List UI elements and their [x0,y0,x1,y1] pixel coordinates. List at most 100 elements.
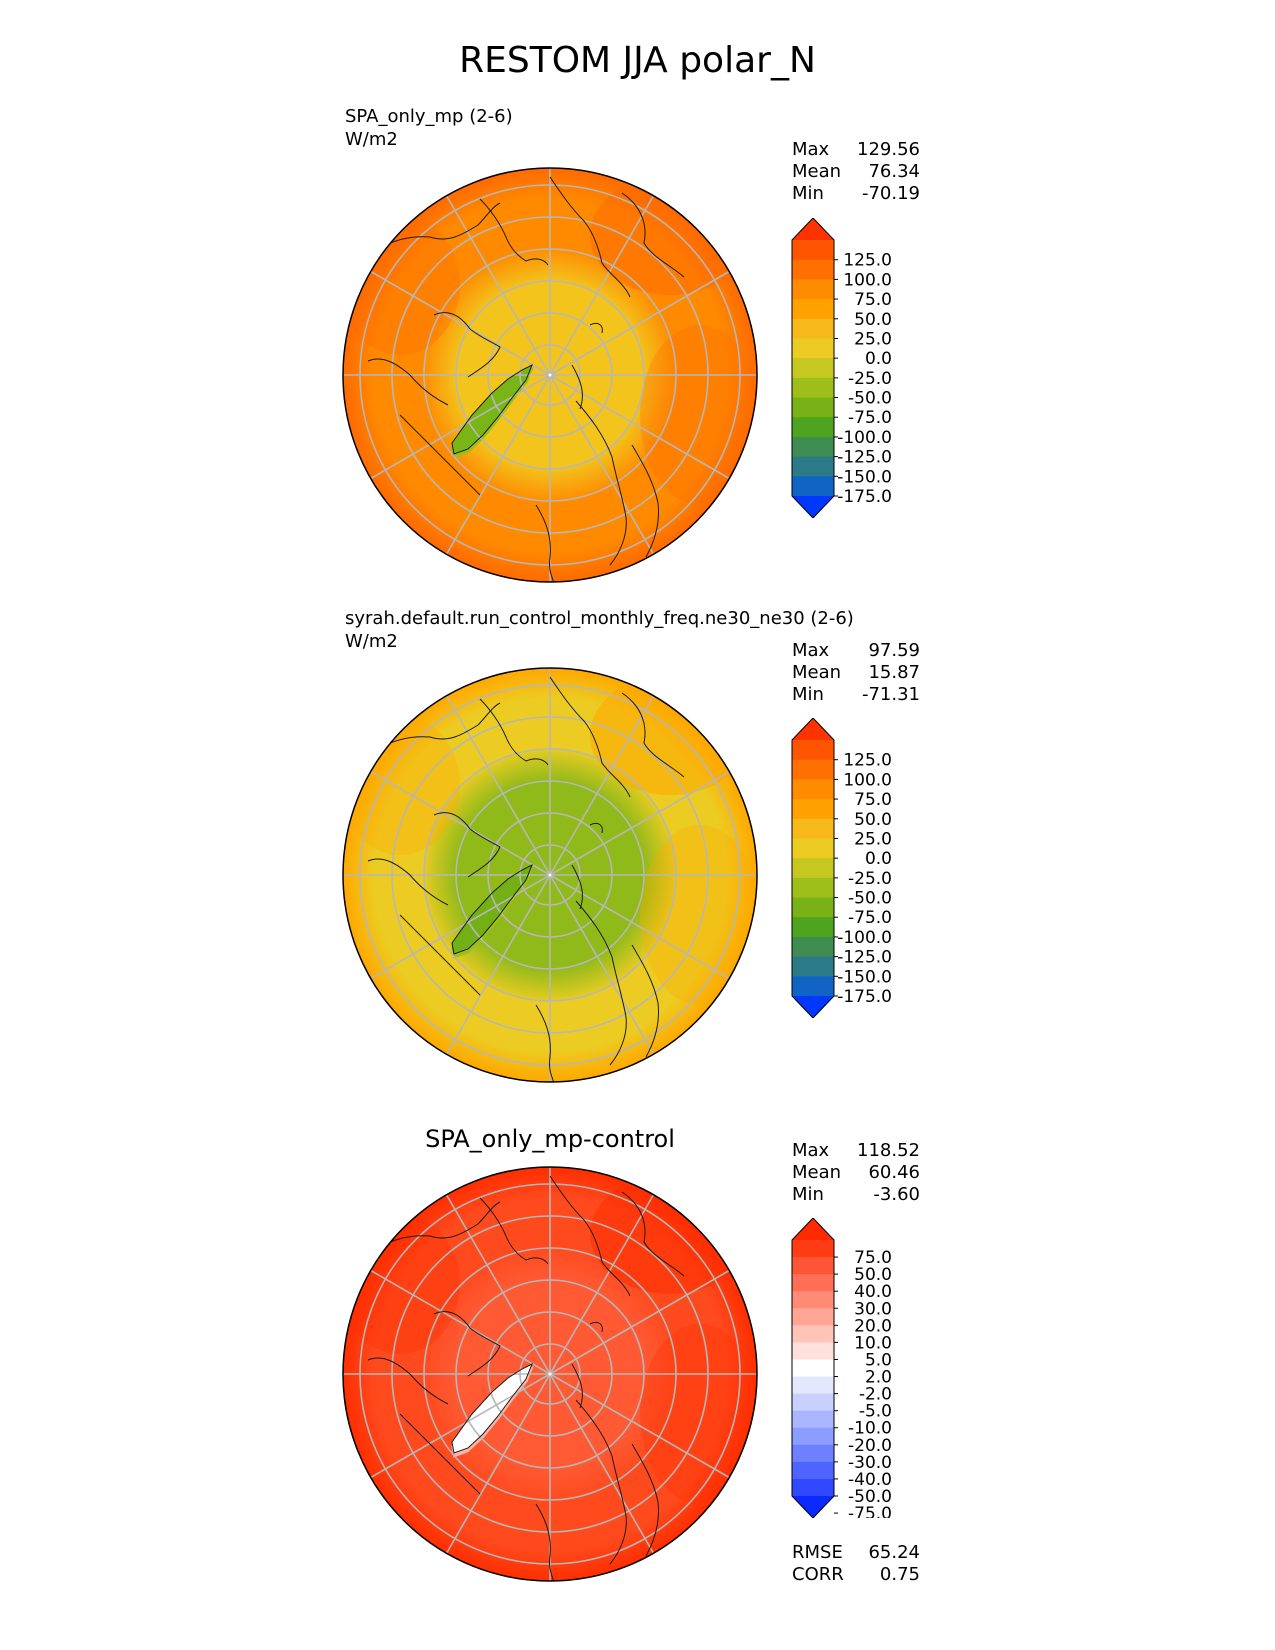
coastline [479,198,549,266]
coastline [631,944,659,1058]
panel-3-colorbar: 75.050.040.030.020.010.05.02.0-2.0-5.0-1… [791,1218,892,1518]
coastline [549,1175,631,1297]
panel-1-colorbar: 125.0100.075.050.025.00.0-25.0-50.0-75.0… [791,218,892,518]
meridian-line [549,1373,730,1479]
colorbar-segment [792,338,834,359]
colorbar-segment [792,417,834,438]
panel-1-name: SPA_only_mp (2-6) [345,106,513,127]
stat-min-value: -70.19 [861,183,920,204]
map-outline [342,667,758,1083]
coastline [589,322,603,334]
colorbar-tick-label: 0.0 [865,349,892,369]
greenland-coastline [451,863,533,955]
coastline [571,1363,583,1409]
colorbar-segment [792,799,834,820]
coastline [571,864,583,910]
colorbar-tick-label: -25.0 [848,369,892,389]
colorbar-tick-label: 125.0 [843,751,892,771]
coastline [589,1321,603,1333]
coastline [549,176,631,298]
coastline [433,1311,501,1377]
meridian-line [370,1269,551,1375]
stat-mean-label: Mean [792,1162,842,1183]
meridian-line [370,374,551,480]
meridian-line [445,374,551,555]
stat-max-value: 97.59 [868,640,920,661]
colorbar-segment [792,279,834,300]
colorbar-extend-bottom [792,996,834,1018]
colorbar-tick-label: 50.0 [854,1265,892,1285]
colorbar-tick-label: -125.0 [837,448,892,468]
meridian-line [549,195,655,376]
colorbar-segment [792,397,834,418]
colorbar-segment [792,1325,834,1343]
colorbar-segment [792,377,834,399]
stat-max-value: 129.56 [857,139,920,160]
colorbar-segment [792,259,834,280]
corr-label: CORR [792,1564,844,1585]
coastline [433,812,501,878]
panel-2-colorbar: 125.0100.075.050.025.00.0-25.0-50.0-75.0… [791,718,892,1018]
colorbar-tick-label: 50.0 [854,310,892,330]
colorbar-tick-label: -25.0 [848,869,892,889]
panel-3-title: SPA_only_mp-control [425,1125,675,1153]
meridian-line [370,1373,551,1479]
field-patch [640,825,757,1005]
coastline [367,1357,449,1405]
colorbar-tick-label: 2.0 [865,1368,892,1388]
colorbar-segment [792,897,834,918]
colorbar-segment [792,917,834,938]
meridian-line [549,874,730,980]
colorbar-tick-label: -75.0 [848,408,892,428]
coastline [479,1197,549,1265]
colorbar-extend-top [792,218,834,240]
colorbar-tick-label: 30.0 [854,1299,892,1319]
colorbar-tick-label: -40.0 [848,1470,892,1490]
coastline [631,444,659,558]
colorbar-segment [792,436,834,458]
colorbar-tick-label: -75.0 [848,908,892,928]
panel-2-stats: Max 97.59 Mean 15.87 Min -71.31 [792,640,920,706]
panel-1-stats: Max 129.56 Mean 76.34 Min -70.19 [792,139,920,205]
coastline [367,858,449,906]
coastline [571,364,583,410]
colorbar-tick-label: -5.0 [859,1402,892,1422]
colorbar-tick-label: 50.0 [854,810,892,830]
colorbar-segment [792,318,834,339]
stat-min-value: -3.60 [873,1184,920,1205]
colorbar-extend-top [792,1218,834,1240]
field-patch [640,325,757,505]
greenland-field [452,365,532,454]
stat-max-label: Max [792,1140,830,1161]
colorbar-tick-label: -100.0 [837,928,892,948]
meridian-line [445,1194,551,1375]
colorbar-segment [792,299,834,320]
meridian-line [445,874,551,1055]
coastline [621,692,685,778]
stat-max-label: Max [792,640,830,661]
colorbar-segment [792,858,834,879]
colorbar-segment [792,1359,834,1378]
colorbar-tick-label: 5.0 [865,1350,892,1370]
greenland-field [452,865,532,954]
coastline [535,1503,555,1581]
colorbar-tick-label: 75.0 [854,790,892,810]
coastline [535,1004,555,1082]
stat-mean-label: Mean [792,161,842,182]
coastline [621,1191,685,1277]
panel-3-metrics: RMSE 65.24 CORR 0.75 [792,1542,920,1586]
colorbar-segment [792,976,834,997]
colorbar-extend-bottom [792,1496,834,1518]
corr-value: 0.75 [879,1564,920,1585]
meridian-line [549,1194,655,1375]
colorbar-extend-bottom [792,496,834,518]
colorbar-tick-label: -150.0 [837,467,892,487]
colorbar-tick-label: -50.0 [848,1487,892,1507]
colorbar-labels: 125.0100.075.050.025.00.0-25.0-50.0-75.0… [837,751,892,1007]
meridian-line [549,1269,730,1375]
colorbar-segment [792,779,834,800]
meridian-line [549,374,730,480]
colorbar-segment [792,838,834,859]
meridian-line [549,770,730,876]
colorbar-segment [792,1461,834,1480]
